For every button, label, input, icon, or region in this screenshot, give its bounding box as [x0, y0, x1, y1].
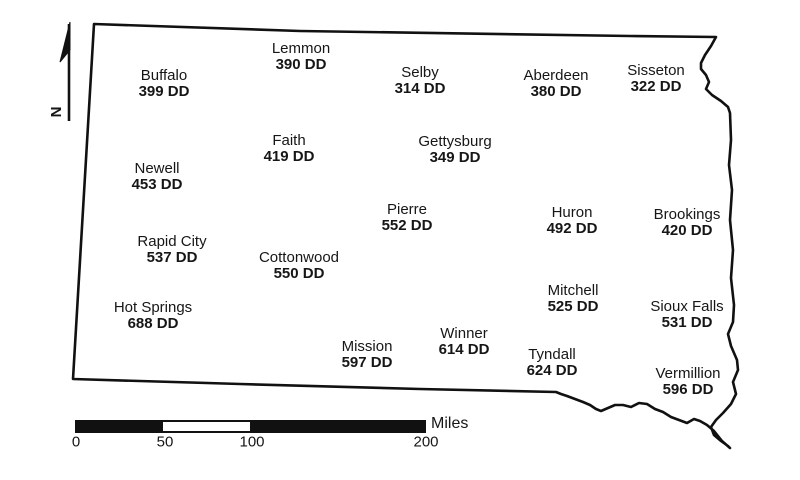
north-arrow-label: N	[48, 106, 65, 118]
city-name: Sioux Falls	[650, 298, 724, 315]
city-label: Brookings 420 DD	[654, 207, 721, 239]
city-name: Lemmon	[271, 40, 331, 57]
city-dd-value: 453 DD	[131, 176, 183, 193]
city-dd-value: 550 DD	[273, 265, 325, 282]
city-label: Tyndall 624 DD	[527, 347, 578, 379]
city-label: Hot Springs 688 DD	[114, 300, 192, 332]
city-name: Mission	[341, 338, 393, 355]
city-label: Aberdeen 380 DD	[523, 68, 588, 100]
city-name: Mitchell	[547, 282, 599, 299]
city-name: Gettysburg	[418, 133, 492, 150]
city-name: Aberdeen	[523, 67, 589, 84]
city-name: Sisseton	[627, 62, 685, 79]
city-name: Huron	[551, 204, 593, 221]
scale-tick-label: 200	[413, 433, 439, 451]
city-name: Buffalo	[140, 67, 188, 84]
city-label: Sisseton 322 DD	[627, 63, 685, 95]
city-label: Huron 492 DD	[547, 205, 598, 237]
city-dd-value: 349 DD	[429, 149, 481, 166]
city-label: Faith 419 DD	[264, 133, 315, 165]
city-label: Rapid City 537 DD	[137, 234, 206, 266]
city-dd-value: 614 DD	[438, 341, 490, 358]
scale-unit-label: Miles	[431, 415, 469, 432]
scale-tick-label: 50	[156, 433, 174, 451]
city-label: Newell 453 DD	[132, 161, 183, 193]
city-dd-value: 322 DD	[630, 78, 682, 95]
city-label: Buffalo 399 DD	[139, 68, 190, 100]
city-label: Winner 614 DD	[439, 326, 490, 358]
city-dd-value: 597 DD	[341, 354, 393, 371]
scale-tick-label: 0	[71, 433, 81, 451]
state-outline	[71, 22, 740, 450]
city-dd-value: 537 DD	[146, 249, 198, 266]
city-dd-value: 380 DD	[530, 83, 582, 100]
city-name: Selby	[401, 64, 439, 81]
city-dd-value: 552 DD	[381, 217, 433, 234]
city-name: Faith	[272, 132, 306, 149]
city-dd-value: 314 DD	[394, 80, 446, 97]
city-name: Tyndall	[528, 346, 576, 363]
city-dd-value: 531 DD	[661, 314, 713, 331]
city-label: Vermillion 596 DD	[655, 366, 720, 398]
city-dd-value: 596 DD	[662, 381, 714, 398]
north-arrow-icon	[59, 21, 71, 121]
city-dd-value: 525 DD	[547, 298, 599, 315]
city-dd-value: 419 DD	[263, 148, 315, 165]
city-name: Rapid City	[137, 233, 207, 250]
city-name: Vermillion	[655, 365, 721, 382]
city-dd-value: 492 DD	[546, 220, 598, 237]
scale-bar	[75, 420, 426, 433]
city-label: Lemmon 390 DD	[272, 41, 330, 73]
city-dd-value: 624 DD	[526, 362, 578, 379]
scale-tick-label: 100	[239, 433, 265, 451]
city-label: Gettysburg 349 DD	[418, 134, 491, 166]
city-label: Sioux Falls 531 DD	[650, 299, 723, 331]
city-label: Mission 597 DD	[342, 339, 393, 371]
city-label: Selby 314 DD	[395, 65, 446, 97]
city-dd-value: 399 DD	[138, 83, 190, 100]
city-label: Pierre 552 DD	[382, 202, 433, 234]
city-dd-value: 688 DD	[127, 315, 179, 332]
city-name: Hot Springs	[113, 299, 193, 316]
city-dd-value: 390 DD	[275, 56, 327, 73]
city-name: Newell	[134, 160, 180, 177]
city-name: Pierre	[386, 201, 428, 218]
city-label: Cottonwood 550 DD	[259, 250, 339, 282]
city-dd-value: 420 DD	[661, 222, 713, 239]
city-name: Cottonwood	[258, 249, 340, 266]
city-label: Mitchell 525 DD	[548, 283, 599, 315]
city-name: Brookings	[653, 206, 721, 223]
city-name: Winner	[440, 325, 488, 342]
